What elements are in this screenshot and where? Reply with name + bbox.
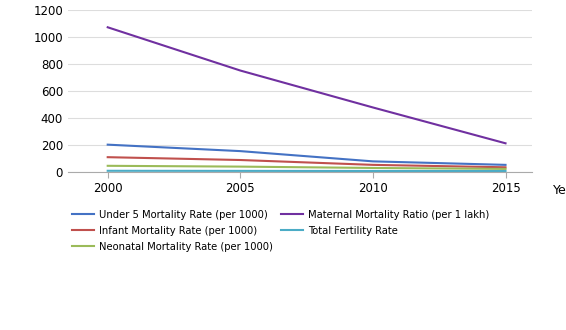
Text: Year: Year <box>553 184 566 197</box>
Legend: Under 5 Mortality Rate (per 1000), Infant Mortality Rate (per 1000), Neonatal Mo: Under 5 Mortality Rate (per 1000), Infan… <box>68 206 494 256</box>
